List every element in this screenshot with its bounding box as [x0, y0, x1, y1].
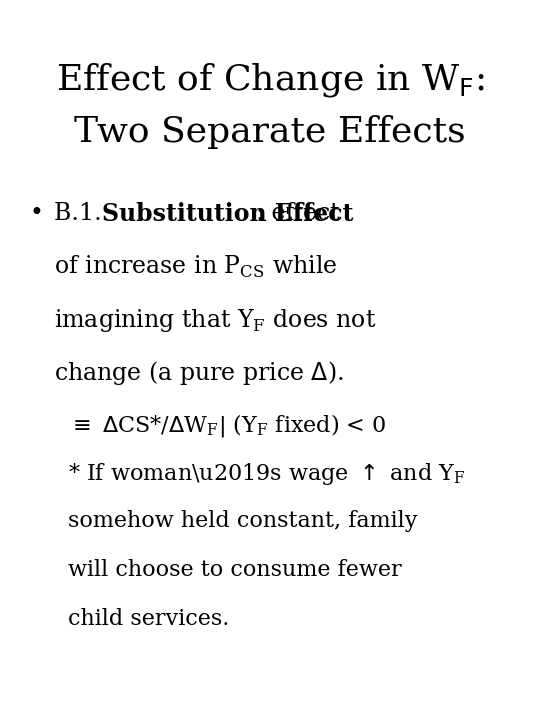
Text: will choose to consume fewer: will choose to consume fewer [68, 559, 401, 581]
Text: somehow held constant, family: somehow held constant, family [68, 510, 417, 532]
Text: * If woman\u2019s wage $\uparrow$ and Y$_\mathregular{F}$: * If woman\u2019s wage $\uparrow$ and Y$… [68, 461, 465, 487]
Text: imagining that Y$_\mathregular{F}$ does not: imagining that Y$_\mathregular{F}$ does … [54, 307, 376, 333]
Text: Two Separate Effects: Two Separate Effects [74, 115, 466, 149]
Text: child services.: child services. [68, 608, 229, 630]
Text: B.1.: B.1. [54, 202, 117, 225]
Text: Effect of Change in W$_\mathsf{F}$:: Effect of Change in W$_\mathsf{F}$: [56, 61, 484, 99]
Text: •: • [30, 202, 44, 225]
Text: : effect: : effect [256, 202, 340, 225]
Text: $\equiv$ $\Delta$CS*/$\Delta$W$_\mathregular{F}$$|$ (Y$_\mathregular{F}$ fixed) : $\equiv$ $\Delta$CS*/$\Delta$W$_\mathreg… [68, 412, 386, 438]
Text: change (a pure price $\Delta$).: change (a pure price $\Delta$). [54, 359, 344, 387]
Text: of increase in P$_\mathregular{CS}$ while: of increase in P$_\mathregular{CS}$ whil… [54, 254, 338, 280]
Text: Substitution Effect: Substitution Effect [102, 202, 353, 225]
